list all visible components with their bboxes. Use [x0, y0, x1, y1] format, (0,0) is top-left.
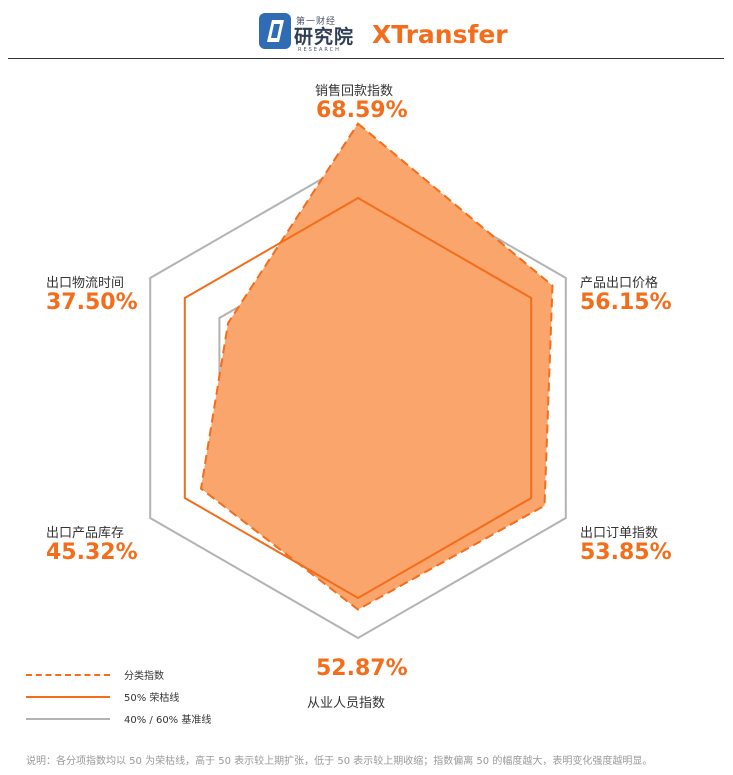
axis-label-5: 出口产品库存: [46, 526, 125, 541]
axis-label-3: 出口订单指数: [580, 526, 659, 541]
xtransfer-logo: XTransfer: [372, 20, 508, 49]
axis-value-6: 37.50%: [46, 290, 138, 315]
legend-label: 分类指数: [124, 671, 164, 682]
legend-swatch-gray: [26, 718, 110, 720]
legend-swatch-orange: [26, 696, 110, 698]
baseline-60-ring: [149, 156, 567, 640]
yicai-research-logo: 第一财经 研究院 RESEARCH: [258, 12, 358, 54]
boom-bust-50-ring: [183, 196, 533, 600]
legend-label: 40% / 60% 基准线: [124, 715, 212, 726]
axis-label-6: 出口物流时间: [46, 276, 125, 291]
logo-main-text: 研究院: [294, 26, 355, 48]
axis-value-3: 53.85%: [580, 540, 672, 565]
axis-value-4: 52.87%: [316, 656, 408, 681]
yicai-logo-mark-icon: [259, 13, 291, 49]
axis-label-4: 从业人员指数: [307, 696, 386, 711]
category-index-area: [201, 123, 553, 610]
axis-label-1: 销售回款指数: [315, 84, 394, 99]
header-divider: [8, 58, 724, 59]
axis-value-2: 56.15%: [580, 290, 672, 315]
header-logos: 第一财经 研究院 RESEARCH XTransfer: [0, 6, 733, 58]
chart-footnote: 说明：各分项指数均以 50 为荣枯线，高于 50 表示较上期扩张，低于 50 表…: [26, 756, 653, 767]
legend-label: 50% 荣枯线: [124, 693, 180, 704]
legend-swatch-dashed: [26, 674, 110, 676]
axis-label-2: 产品出口价格: [580, 276, 659, 291]
logo-sub-text: RESEARCH: [298, 47, 341, 53]
axis-value-5: 45.32%: [46, 540, 138, 565]
axis-value-1: 68.59%: [316, 98, 408, 123]
logo-small-text: 第一财经: [296, 17, 337, 27]
